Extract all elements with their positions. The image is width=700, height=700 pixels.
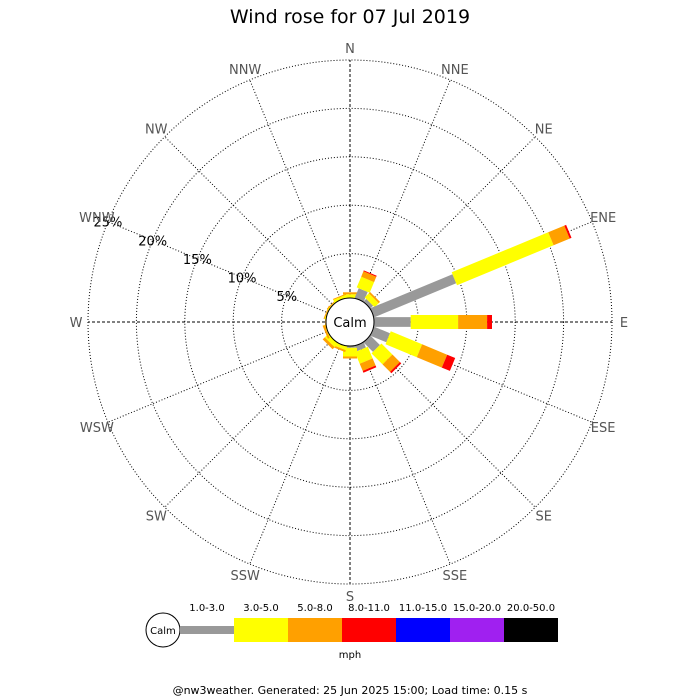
legend-calm-label: Calm <box>150 626 176 637</box>
direction-labels: N NNE NE ENE E ESE SE SSE S SSW SW WSW W WNW NW NNW <box>70 42 629 605</box>
direction-label: SE <box>536 510 552 525</box>
legend-unit: mph <box>339 650 361 661</box>
legend-bin-label: 3.0-5.0 <box>243 603 278 614</box>
direction-label: NW <box>145 122 168 137</box>
direction-label: S <box>346 590 354 605</box>
radial-tick-label: 5% <box>276 290 297 305</box>
direction-label: W <box>70 316 83 331</box>
footer-text: @nw3weather. Generated: 25 Jun 2025 15:0… <box>173 684 528 697</box>
direction-label: SSW <box>230 569 260 584</box>
direction-label: N <box>345 42 355 57</box>
grid-spoke <box>107 329 332 423</box>
wind-bar-segment <box>364 293 379 308</box>
wind-bar-segment <box>458 315 488 329</box>
legend-bin-label: 15.0-20.0 <box>453 603 501 614</box>
wind-bar-segment <box>333 294 348 303</box>
wind-bar-segment <box>322 337 335 350</box>
direction-label: SSE <box>442 569 467 584</box>
grid-spoke <box>107 221 332 315</box>
radial-tick-label: 25% <box>93 216 122 231</box>
legend-swatch <box>450 618 504 642</box>
wind-bar-segment <box>487 315 492 329</box>
grid-ring <box>135 107 565 537</box>
grid-spoke <box>357 79 451 304</box>
wind-bar-segment <box>451 232 554 286</box>
legend-bin-label: 11.0-15.0 <box>399 603 447 614</box>
direction-label: NE <box>535 122 553 137</box>
wind-bar-segment <box>548 225 570 246</box>
grid-spoke <box>357 340 451 565</box>
grid-spoke <box>164 136 337 309</box>
chart-title: Wind rose for 07 Jul 2019 <box>230 6 470 28</box>
direction-label: ENE <box>590 211 616 226</box>
legend-swatch <box>396 618 450 642</box>
wind-bar-segment <box>370 317 411 327</box>
legend-bin-label: 8.0-11.0 <box>348 603 390 614</box>
wind-bar-segment <box>359 358 376 371</box>
grid-spoke <box>249 340 343 565</box>
wind-bar-segment <box>322 325 330 339</box>
wind-bar-segment <box>343 356 357 359</box>
calm-label: Calm <box>333 316 366 331</box>
grid-spoke <box>363 136 536 309</box>
wind-bar-segment <box>385 331 423 358</box>
wind-bar-segment <box>332 345 346 353</box>
wind-bar-segment <box>366 274 457 319</box>
wind-bar-segment <box>368 292 380 304</box>
wind-bar-segment <box>564 224 572 239</box>
wind-bar-segment <box>416 344 448 368</box>
legend-swatch <box>342 618 396 642</box>
wind-bar-segment <box>382 354 400 372</box>
wind-bar-segment <box>332 293 347 300</box>
wind-bar-segment <box>354 346 373 364</box>
direction-label: E <box>620 316 628 331</box>
legend-swatch <box>504 618 558 642</box>
legend-swatch <box>234 618 288 642</box>
direction-label: WNW <box>79 211 115 226</box>
legend-swatch <box>288 618 342 642</box>
wind-bar-segment <box>361 271 377 283</box>
legend: Calm mph 1.0-3.0 3.0-5.0 5.0-8.0 8.0-11.0 11… <box>145 603 558 661</box>
wind-bar-segment <box>390 362 402 374</box>
wind-bar-segment <box>363 270 377 277</box>
legend-swatch <box>180 626 234 634</box>
grid-spoke <box>249 79 343 304</box>
radial-tick-label: 20% <box>138 234 167 249</box>
wind-bar-segment <box>362 365 377 373</box>
radial-tick-label: 10% <box>228 271 257 286</box>
wind-bar-segment <box>441 354 456 371</box>
wind-bars <box>322 224 572 374</box>
legend-bin-label: 20.0-50.0 <box>507 603 555 614</box>
legend-bin-label: 1.0-3.0 <box>189 603 224 614</box>
grid-spoke <box>164 335 337 508</box>
direction-label: WSW <box>80 421 114 436</box>
calm-circle <box>325 297 375 347</box>
wind-bar-segment <box>371 343 393 365</box>
grid-spoke <box>368 329 593 423</box>
wind-bar-segment <box>343 292 357 295</box>
direction-label: SW <box>146 510 167 525</box>
wind-bar-segment <box>343 347 357 357</box>
wind-bar-segment <box>410 315 459 329</box>
radial-tick-label: 15% <box>183 253 212 268</box>
legend-bin-label: 5.0-8.0 <box>297 603 332 614</box>
direction-label: NNW <box>229 63 261 78</box>
grid-spoke <box>363 335 536 508</box>
polar-grid: 5% 10% 15% 20% 25% <box>87 59 613 585</box>
wind-bar-segment <box>356 276 375 293</box>
calm-center: Calm <box>325 297 375 347</box>
direction-label: NNE <box>441 63 469 78</box>
direction-label: ESE <box>591 421 616 436</box>
